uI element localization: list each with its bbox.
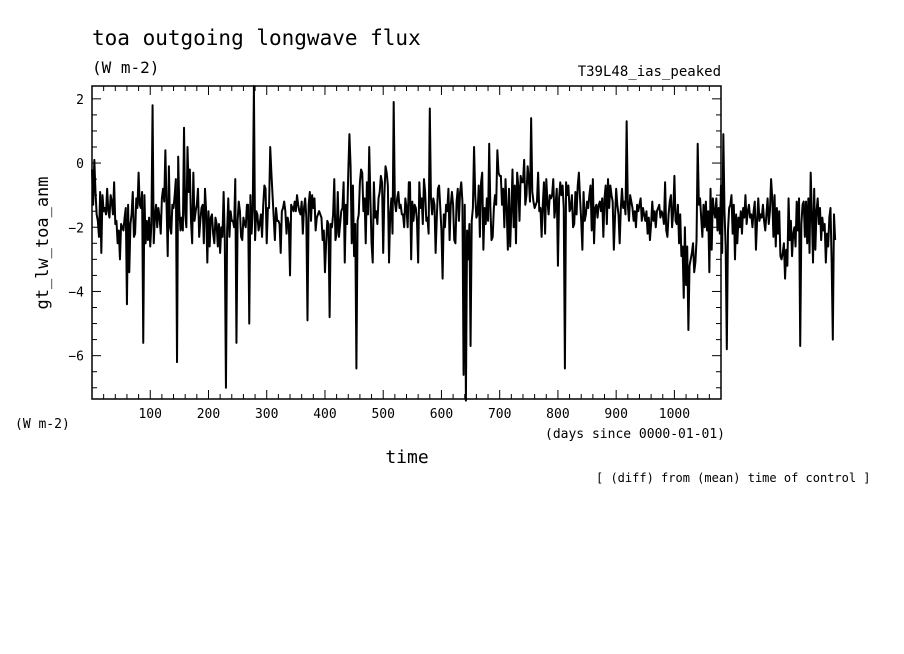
y-tick-label: 2 bbox=[76, 93, 84, 108]
chart-title: toa outgoing longwave flux bbox=[92, 26, 421, 50]
axis-ticks bbox=[92, 86, 721, 399]
series-line bbox=[91, 85, 837, 402]
run-label: T39L48_ias_peaked bbox=[578, 64, 721, 80]
x-axis-label: time bbox=[385, 447, 428, 468]
x-tick-label: 800 bbox=[546, 407, 569, 422]
x-tick-label: 500 bbox=[371, 407, 394, 422]
y-tick-label: −6 bbox=[68, 350, 84, 365]
y-tick-label: 0 bbox=[76, 157, 84, 172]
x-tick-label: 600 bbox=[430, 407, 453, 422]
y-units-label: (W m-2) bbox=[15, 417, 70, 432]
plot-area: 100 200 300 400 500 600 700 800 900 1000 −6 −4 −2 0 2 bbox=[68, 85, 837, 422]
y-axis-label: gt_lw_toa_anm bbox=[33, 176, 53, 309]
axis-tick-labels: 100 200 300 400 500 600 700 800 900 1000 −6 −4 −2 0 2 bbox=[68, 93, 690, 422]
x-tick-label: 900 bbox=[604, 407, 627, 422]
x-tick-label: 200 bbox=[197, 407, 220, 422]
x-units-label: (days since 0000-01-01) bbox=[545, 427, 725, 442]
x-tick-label: 700 bbox=[488, 407, 511, 422]
x-tick-label: 100 bbox=[138, 407, 161, 422]
x-tick-label: 300 bbox=[255, 407, 278, 422]
x-tick-label: 1000 bbox=[659, 407, 690, 422]
chart-units-label: (W m-2) bbox=[92, 58, 159, 77]
plot-frame bbox=[91, 85, 722, 400]
footnote: [ (diff) from (mean) time of control ] bbox=[596, 471, 871, 485]
y-tick-label: −2 bbox=[68, 221, 84, 236]
y-tick-label: −4 bbox=[68, 285, 84, 300]
x-tick-label: 400 bbox=[313, 407, 336, 422]
